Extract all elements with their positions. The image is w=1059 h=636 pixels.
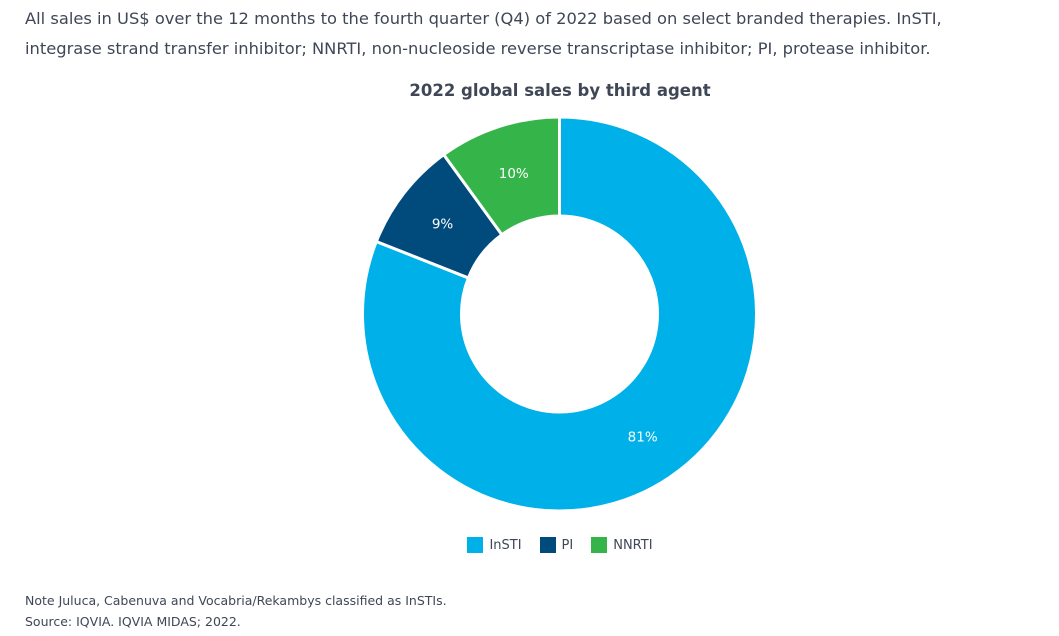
donut-label-insti: 81% [628, 429, 658, 445]
donut-label-nnrti: 10% [499, 166, 529, 182]
donut-slices [361, 115, 758, 513]
legend-label-insti: InSTI [489, 537, 522, 553]
source-text: Source: IQVIA. IQVIA MIDAS; 2022. [25, 614, 241, 629]
legend-item-insti[interactable]: InSTI [467, 537, 522, 553]
legend-swatch-nnrti [591, 537, 608, 553]
chart-notes: Note Juluca, Cabenuva and Vocabria/Rekam… [25, 590, 447, 632]
legend-item-pi[interactable]: PI [539, 537, 574, 553]
legend-swatch-pi [539, 537, 556, 553]
donut-slice-nnrti[interactable] [441, 115, 561, 237]
legend-label-nnrti: NNRTI [613, 537, 653, 553]
note-text: Note Juluca, Cabenuva and Vocabria/Rekam… [25, 593, 447, 608]
donut-labels: 81% 9% 10% [432, 166, 658, 445]
donut-label-pi: 9% [432, 216, 454, 232]
intro-text: All sales in US$ over the 12 months to t… [25, 4, 1055, 64]
chart-legend: InSTI PI NNRTI [0, 537, 1059, 553]
legend-swatch-insti [467, 537, 484, 553]
donut-slice-insti[interactable] [361, 115, 758, 513]
legend-item-nnrti[interactable]: NNRTI [591, 537, 653, 553]
legend-label-pi: PI [561, 537, 574, 553]
chart-title: 2022 global sales by third agent [409, 81, 711, 100]
intro-line-1: All sales in US$ over the 12 months to t… [25, 9, 942, 28]
intro-line-2: integrase strand transfer inhibitor; NNR… [25, 39, 931, 58]
